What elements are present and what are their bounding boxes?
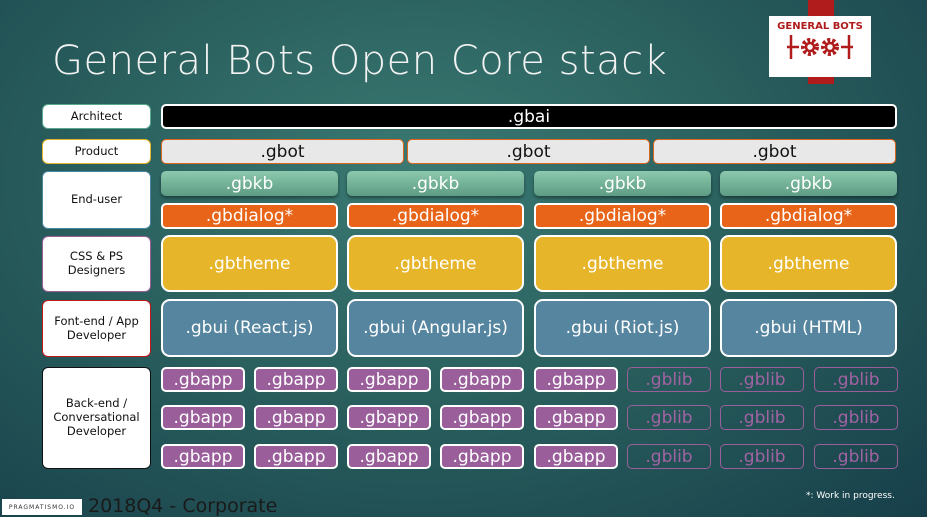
gbapp-block: .gbapp — [347, 444, 431, 469]
gbapp-block: .gbapp — [440, 405, 524, 430]
gbapp-block: .gbapp — [534, 367, 618, 392]
gbui-block: .gbui (HTML) — [720, 299, 897, 357]
gbtheme-block: .gbtheme — [720, 235, 897, 292]
gbapp-block: .gbapp — [347, 367, 431, 392]
gears-icon — [787, 35, 853, 59]
role-label: Font-end / App Developer — [42, 300, 151, 357]
role-label: End-user — [42, 171, 151, 229]
gblib-block: .gblib — [627, 444, 711, 469]
gbapp-block: .gbapp — [534, 405, 618, 430]
gbkb-block: .gbkb — [161, 171, 338, 196]
gbapp-block: .gbapp — [440, 444, 524, 469]
gblib-block: .gblib — [720, 367, 804, 392]
gbapp-block: .gbapp — [440, 367, 524, 392]
gblib-block: .gblib — [720, 405, 804, 430]
gbapp-block: .gbapp — [254, 444, 338, 469]
gbdialog-block: .gbdialog* — [720, 203, 897, 229]
gbai-block: .gbai — [161, 104, 897, 129]
gblib-block: .gblib — [627, 367, 711, 392]
gblib-block: .gblib — [814, 367, 898, 392]
gbui-block: .gbui (React.js) — [161, 299, 338, 357]
gbot-block: .gbot — [407, 139, 650, 164]
gbapp-block: .gbapp — [161, 405, 245, 430]
gbtheme-block: .gbtheme — [347, 235, 524, 292]
gbkb-block: .gbkb — [347, 171, 524, 196]
gbot-block: .gbot — [653, 139, 896, 164]
gbapp-block: .gbapp — [254, 405, 338, 430]
gbtheme-block: .gbtheme — [161, 235, 338, 292]
work-in-progress-note: *: Work in progress. — [806, 491, 895, 501]
gbot-block: .gbot — [161, 139, 404, 164]
pragmatismo-logo: PRAGMATISMO.IO — [2, 499, 82, 515]
role-label: CSS & PS Designers — [42, 236, 151, 292]
gbkb-block: .gbkb — [534, 171, 711, 196]
role-label: Architect — [42, 104, 151, 129]
gbapp-block: .gbapp — [534, 444, 618, 469]
gblib-block: .gblib — [720, 444, 804, 469]
gbdialog-block: .gbdialog* — [161, 203, 338, 229]
footer-text: 2018Q4 - Corporate — [88, 495, 278, 517]
gbapp-block: .gbapp — [161, 367, 245, 392]
gbui-block: .gbui (Angular.js) — [347, 299, 524, 357]
gbui-block: .gbui (Riot.js) — [534, 299, 711, 357]
gbdialog-block: .gbdialog* — [534, 203, 711, 229]
gbtheme-block: .gbtheme — [534, 235, 711, 292]
general-bots-logo: GENERAL BOTS — [769, 16, 871, 77]
gblib-block: .gblib — [814, 444, 898, 469]
gbdialog-block: .gbdialog* — [347, 203, 524, 229]
slide-title: General Bots Open Core stack — [52, 38, 668, 84]
gblib-block: .gblib — [814, 405, 898, 430]
role-label: Back-end / Conversational Developer — [42, 367, 151, 469]
gbapp-block: .gbapp — [347, 405, 431, 430]
gbkb-block: .gbkb — [720, 171, 897, 196]
logo-text: GENERAL BOTS — [777, 21, 863, 32]
gblib-block: .gblib — [627, 405, 711, 430]
gbapp-block: .gbapp — [161, 444, 245, 469]
role-label: Product — [42, 139, 151, 164]
gbapp-block: .gbapp — [254, 367, 338, 392]
